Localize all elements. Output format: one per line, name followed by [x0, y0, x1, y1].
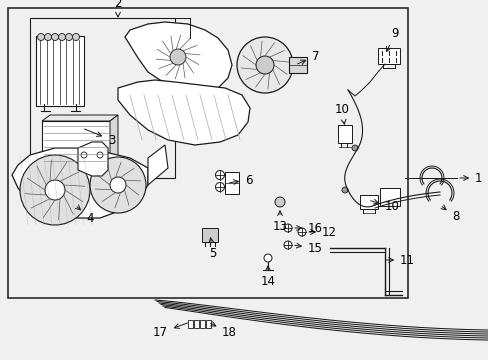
Circle shape [264, 254, 271, 262]
Bar [205, 320, 210, 328]
Circle shape [38, 33, 44, 40]
Polygon shape [12, 148, 148, 218]
Text: 6: 6 [229, 174, 252, 186]
Bar [224, 172, 239, 194]
Circle shape [90, 157, 146, 213]
Bar [359, 195, 377, 209]
Circle shape [20, 155, 90, 225]
Circle shape [341, 187, 347, 193]
Text: 12: 12 [308, 225, 336, 238]
Circle shape [274, 197, 285, 207]
Circle shape [284, 224, 291, 232]
Text: 9: 9 [386, 27, 398, 51]
Circle shape [44, 33, 51, 40]
Text: 1: 1 [459, 171, 482, 184]
Circle shape [284, 241, 291, 249]
Circle shape [215, 183, 224, 192]
Polygon shape [78, 142, 108, 176]
Circle shape [45, 180, 65, 200]
Circle shape [59, 33, 65, 40]
Circle shape [237, 37, 292, 93]
Bar [202, 228, 218, 242]
Bar [377, 48, 399, 64]
Polygon shape [110, 115, 118, 169]
Polygon shape [148, 145, 168, 185]
Text: 10: 10 [334, 103, 349, 124]
Text: 18: 18 [210, 322, 236, 339]
Circle shape [65, 33, 72, 40]
Text: 2: 2 [114, 0, 122, 17]
Bar [200, 320, 204, 328]
Bar [288, 57, 306, 73]
Bar [337, 125, 351, 143]
Polygon shape [118, 80, 249, 145]
Text: 4: 4 [75, 205, 94, 225]
Polygon shape [125, 22, 231, 92]
Text: 15: 15 [294, 242, 322, 255]
Bar [379, 188, 399, 206]
Polygon shape [42, 115, 118, 121]
Text: 3: 3 [84, 129, 115, 147]
Text: 13: 13 [272, 211, 287, 233]
Circle shape [72, 33, 80, 40]
Bar [36, 36, 84, 106]
Text: 5: 5 [208, 238, 216, 260]
Text: 11: 11 [385, 253, 414, 266]
Text: 16: 16 [294, 221, 323, 234]
Text: 8: 8 [440, 205, 458, 224]
Bar [30, 18, 175, 178]
Circle shape [351, 145, 357, 151]
Bar [187, 320, 193, 328]
Bar [42, 121, 110, 169]
Circle shape [256, 56, 273, 74]
Text: 14: 14 [260, 266, 275, 288]
Text: 10: 10 [370, 199, 399, 213]
Circle shape [51, 33, 59, 40]
Circle shape [215, 171, 224, 180]
Bar [8, 8, 407, 298]
Text: 7: 7 [297, 49, 319, 64]
Bar [194, 320, 199, 328]
Circle shape [297, 228, 305, 236]
Circle shape [110, 177, 126, 193]
Text: 17: 17 [153, 323, 187, 339]
Circle shape [170, 49, 185, 65]
